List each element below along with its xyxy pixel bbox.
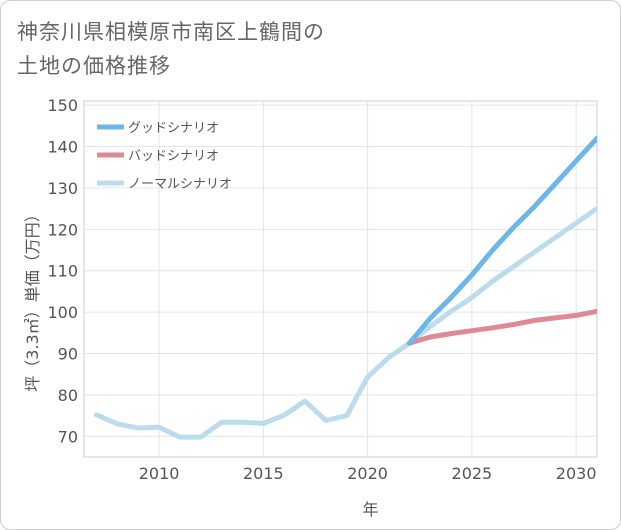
y-axis-label: 坪（3.3㎡）単価（万円） — [23, 206, 42, 391]
legend-label-normal: ノーマルシナリオ — [128, 177, 232, 192]
x-tick-label: 2020 — [347, 464, 388, 483]
title-line-1: 神奈川県相模原市南区上鶴間の — [17, 20, 325, 44]
chart-title: 神奈川県相模原市南区上鶴間の 土地の価格推移 — [17, 15, 325, 83]
series-line-good — [406, 135, 597, 346]
y-tick-label: 130 — [47, 179, 78, 198]
x-tick-label: 2025 — [452, 464, 493, 483]
y-tick-label: 140 — [47, 138, 78, 157]
y-tick-label: 70 — [58, 427, 78, 446]
y-tick-label: 80 — [58, 386, 78, 405]
legend-label-bad: バッドシナリオ — [128, 149, 219, 164]
title-line-2: 土地の価格推移 — [17, 54, 171, 78]
x-tick-label: 2010 — [139, 464, 180, 483]
plot-area — [83, 100, 598, 458]
y-tick-label: 90 — [58, 345, 78, 364]
y-tick-label: 110 — [47, 262, 78, 281]
y-tick-label: 100 — [47, 303, 78, 322]
x-axis-label: 年 — [362, 500, 378, 519]
series-line-bad — [406, 308, 597, 346]
y-tick-label: 150 — [47, 96, 78, 115]
series-line-normal — [94, 206, 597, 440]
legend-label-good: グッドシナリオ — [128, 121, 219, 136]
x-tick-label: 2030 — [556, 464, 597, 483]
x-tick-label: 2015 — [243, 464, 284, 483]
y-tick-label: 120 — [47, 220, 78, 239]
